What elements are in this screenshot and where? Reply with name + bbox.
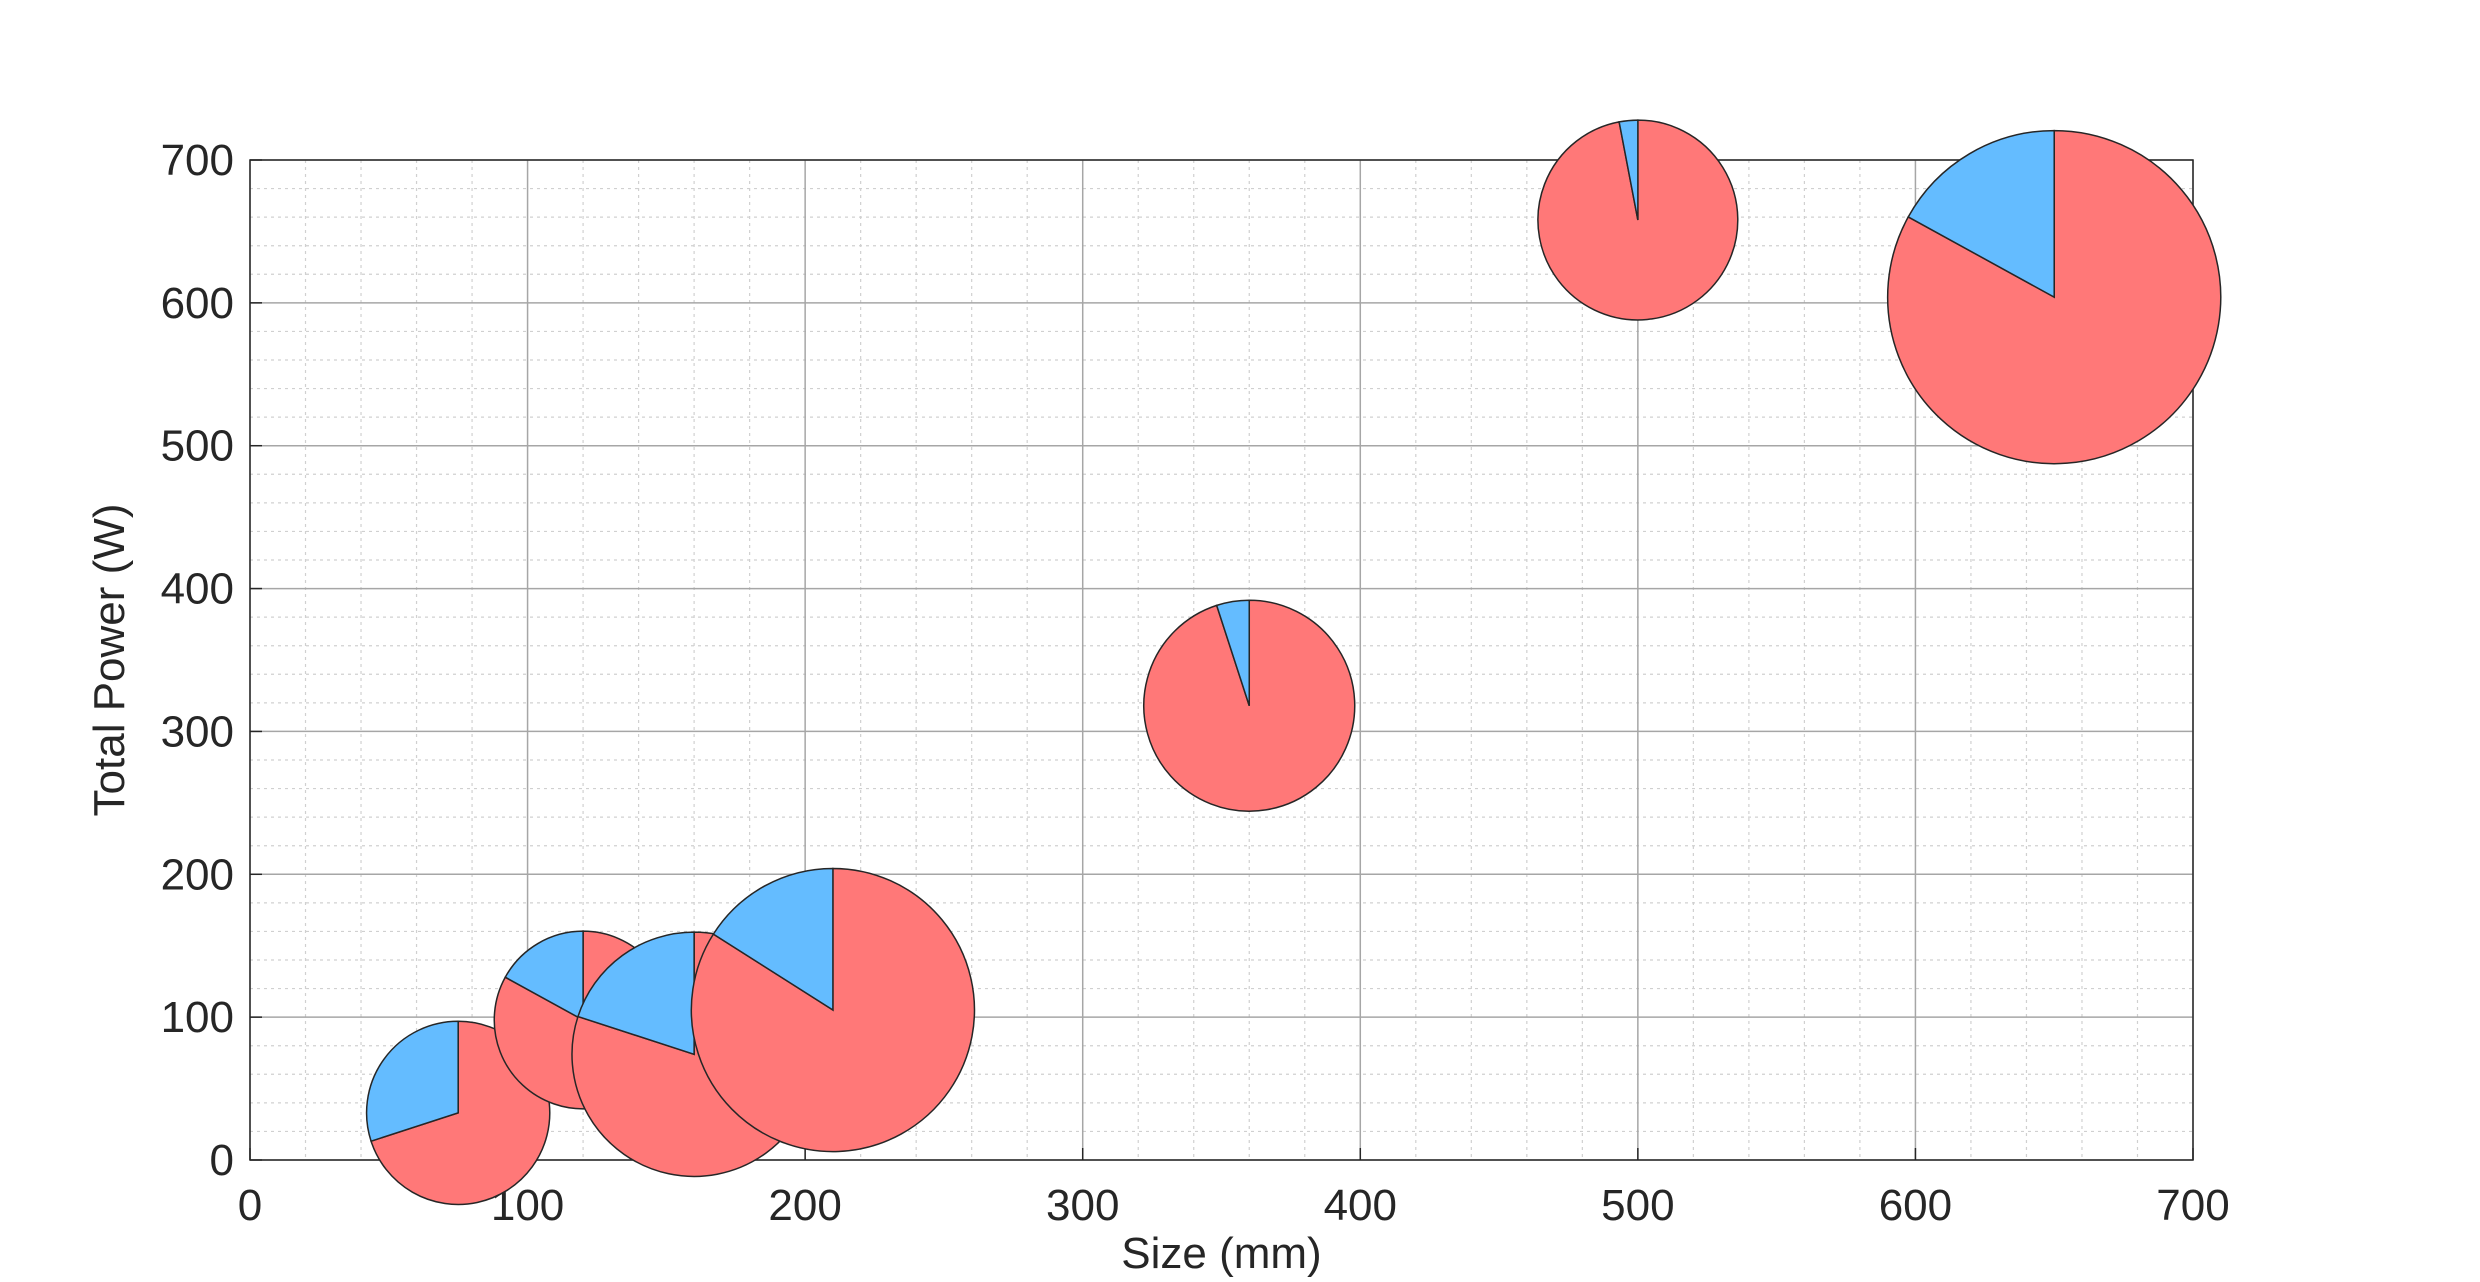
pie-bubble-7	[1886, 129, 2222, 465]
y-tick-label: 400	[161, 565, 234, 614]
x-axis-label: Size (mm)	[1121, 1229, 1321, 1277]
pie-bubble-6	[1537, 119, 1739, 321]
x-tick-label: 400	[1324, 1181, 1397, 1230]
y-tick-label: 300	[161, 707, 234, 756]
x-tick-label: 600	[1879, 1181, 1952, 1230]
y-axis-label: Total Power (W)	[85, 504, 134, 817]
pie-slice-7-2	[1907, 129, 2055, 299]
x-tick-label: 300	[1046, 1181, 1119, 1230]
bubble-layer	[365, 119, 2222, 1206]
pie-slice-6-2	[1618, 119, 1639, 221]
x-tick-label: 700	[2156, 1181, 2229, 1230]
y-tick-label: 100	[161, 993, 234, 1042]
y-tick-label: 600	[161, 279, 234, 328]
plot-frame	[249, 159, 2194, 1161]
pie-slice-3-2	[577, 931, 695, 1056]
y-tick-label: 200	[161, 850, 234, 899]
pie-slice-2-2	[504, 930, 584, 1022]
x-tick-label: 500	[1601, 1181, 1674, 1230]
y-tick-label: 700	[161, 136, 234, 185]
y-tick-label: 0	[210, 1136, 234, 1185]
x-axis: 0 100 200 300 400 500 600 700	[238, 1148, 2230, 1230]
pie-slice-1-2	[365, 1020, 459, 1143]
y-tick-label: 500	[161, 422, 234, 471]
x-tick-label: 0	[238, 1181, 262, 1230]
x-tick-label: 200	[768, 1181, 841, 1230]
y-axis: 0 100 200 300 400 500 600 700	[161, 136, 262, 1185]
pie-bubble-5	[1143, 599, 1356, 812]
pie-slice-4-2	[712, 867, 834, 1012]
pie-bubble-4	[690, 867, 976, 1153]
pie-slice-5-2	[1215, 599, 1251, 706]
